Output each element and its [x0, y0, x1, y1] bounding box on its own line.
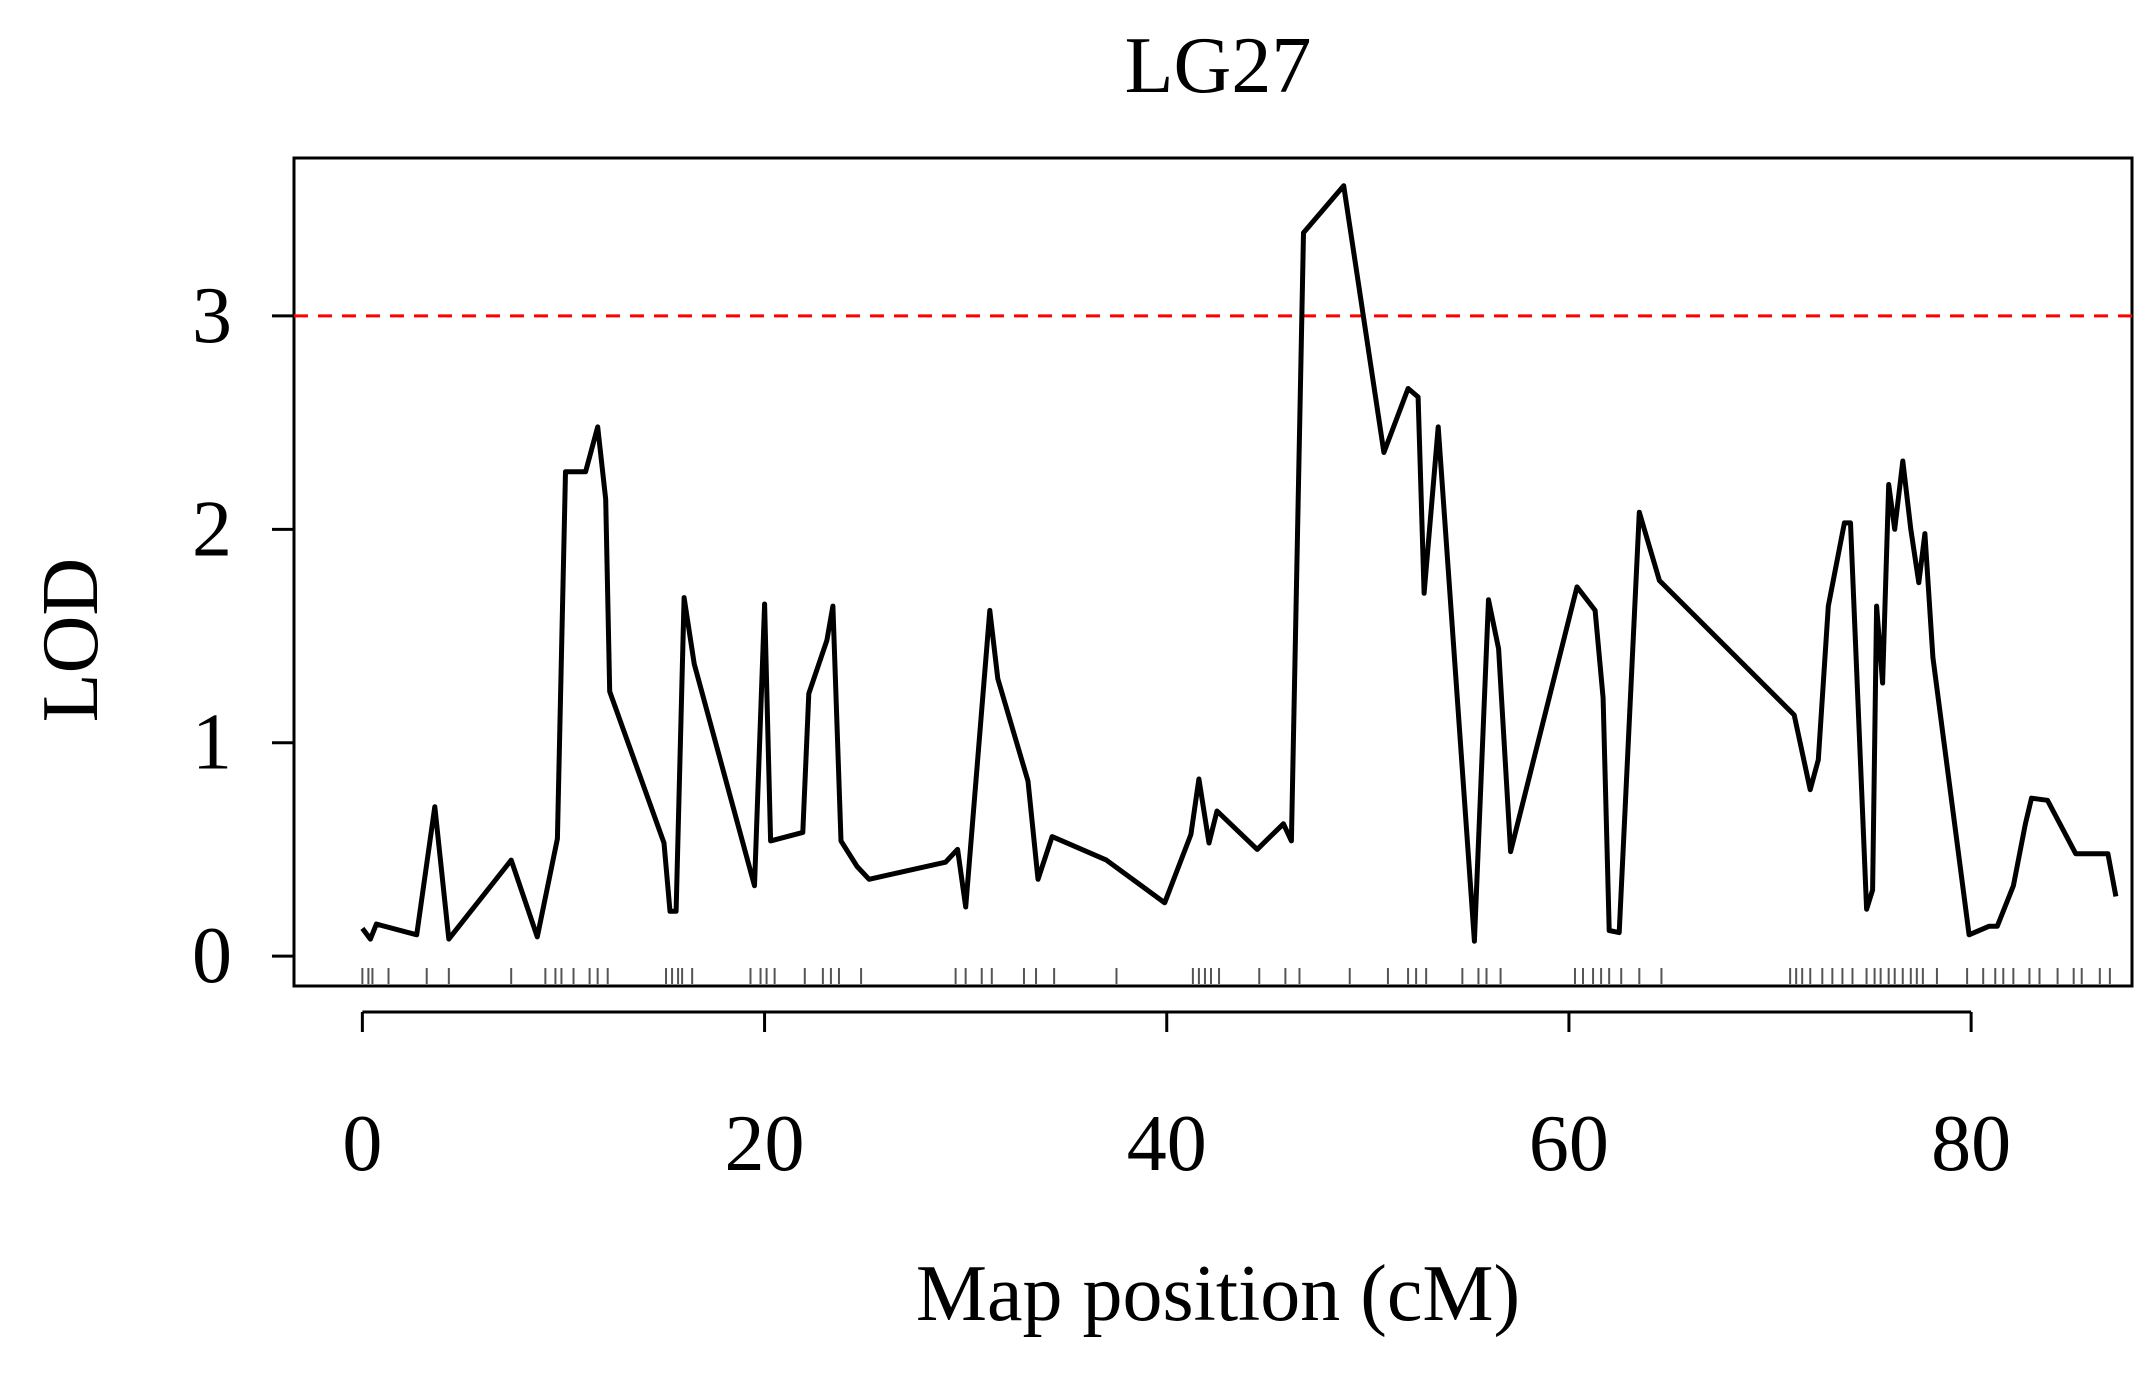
x-tick-label: 40: [1127, 1100, 1207, 1188]
x-tick-label: 20: [725, 1100, 805, 1188]
x-axis-label: Map position (cM): [916, 1250, 1520, 1338]
lod-series-line: [360, 183, 2119, 944]
y-tick-label: 2: [192, 485, 232, 573]
chart-title: LG27: [1125, 22, 1312, 110]
plot-frame: [292, 156, 2134, 988]
x-tick-label: 60: [1529, 1100, 1609, 1188]
y-tick-label: 1: [192, 699, 232, 787]
y-tick-label: 0: [192, 912, 232, 1000]
x-axis: 0 20 40 60 80: [342, 1010, 2011, 1188]
marker-rug: [361, 968, 2111, 984]
y-tick-label: 3: [192, 272, 232, 360]
x-tick-label: 0: [342, 1100, 382, 1188]
y-axis: 0 1 2 3: [192, 272, 294, 1000]
y-axis-label: LOD: [27, 558, 115, 722]
x-tick-label: 80: [1931, 1100, 2011, 1188]
series-layer: [360, 183, 2119, 944]
